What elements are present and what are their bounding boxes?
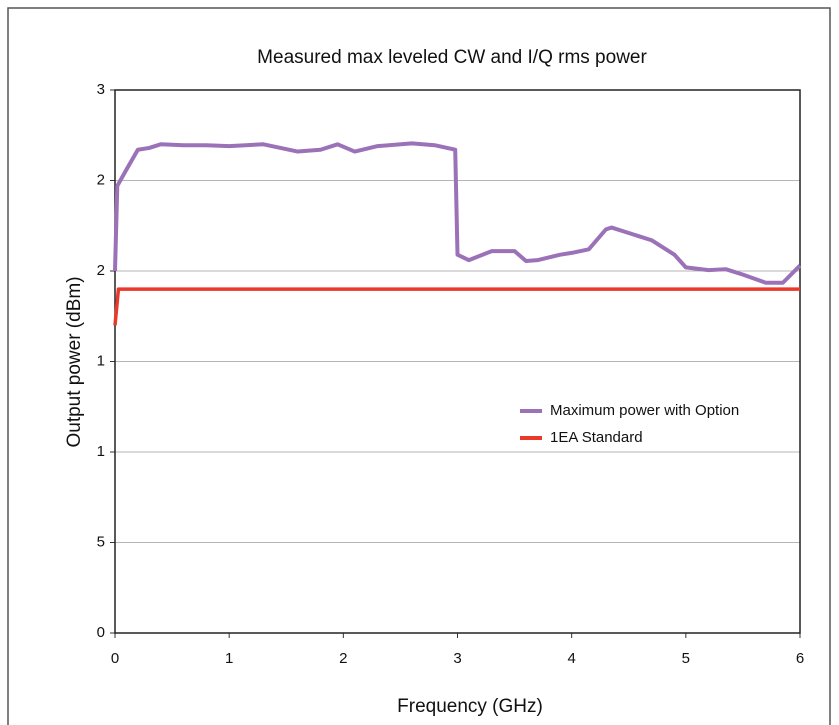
x-tick-label: 6 [796, 650, 804, 667]
plot-border [114, 89, 801, 634]
y-tick-label: 2 [97, 171, 105, 188]
x-tick-label: 2 [339, 650, 347, 667]
x-tick-label: 5 [682, 650, 690, 667]
x-tick-label: 0 [111, 650, 119, 667]
y-tick-label: 1 [97, 352, 105, 369]
y-tick-label: 3 [97, 81, 105, 98]
y-tick-label: 1 [97, 443, 105, 460]
y-tick-label: 0 [97, 624, 105, 641]
series-line [113, 287, 800, 326]
x-axis-label: Frequency (GHz) [397, 696, 543, 717]
x-tick-label: 4 [567, 650, 575, 667]
y-tick-label: 5 [97, 533, 105, 550]
frame [7, 7, 831, 725]
x-tick-label: 3 [453, 650, 461, 667]
x-tick-label: 1 [225, 650, 233, 667]
y-axis-label: Output power (dBm) [64, 276, 85, 447]
legend-label: 1EA Standard [550, 429, 643, 446]
series-line [113, 141, 802, 285]
chart-title: Measured max leveled CW and I/Q rms powe… [257, 47, 647, 68]
y-tick-label: 2 [97, 262, 105, 279]
legend-label: Maximum power with Option [550, 402, 739, 419]
